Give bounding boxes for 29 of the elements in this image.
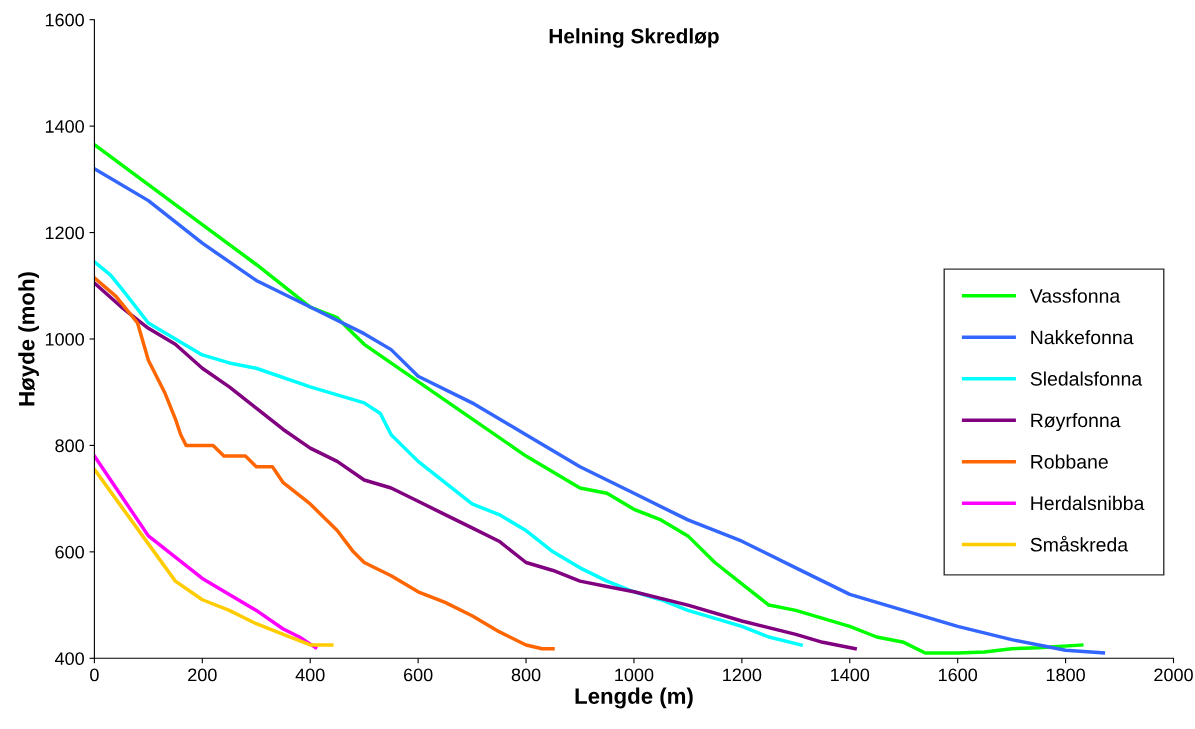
x-tick-label: 2000 (1154, 668, 1193, 682)
y-tick-label: 1200 (45, 226, 84, 240)
y-tick-label: 800 (55, 439, 84, 453)
x-tick-label: 1200 (723, 668, 762, 682)
x-tick-label: 200 (188, 668, 217, 682)
y-tick-label: 600 (55, 545, 84, 559)
legend-label: Sledalsfonna (1030, 371, 1143, 386)
legend-label: Småskreda (1030, 535, 1129, 552)
x-tick-label: 400 (295, 668, 325, 682)
x-tick-label: 800 (511, 668, 541, 682)
legend-label: Nakkefonna (1031, 330, 1134, 345)
x-tick-label: 1800 (1046, 668, 1085, 682)
x-axis-title: Lengde (m) (575, 687, 693, 709)
y-tick-label: 1600 (45, 13, 84, 27)
y-tick-label: 400 (54, 652, 84, 666)
chart-title: Helning Skredløp (549, 28, 719, 48)
line-series (94, 276, 555, 651)
x-tick-label: 0 (90, 668, 99, 682)
y-axis-title: Høyde (moh) (18, 272, 39, 406)
legend-label: Vassfonna (1029, 288, 1121, 303)
x-tick-label: 1000 (615, 668, 654, 682)
x-tick-label: 1400 (831, 668, 870, 682)
legend-label: Røyrfonna (1031, 412, 1121, 432)
x-tick-label: 1600 (938, 668, 978, 682)
y-tick-label: 1000 (45, 332, 84, 346)
legend-label: Robbane (1031, 454, 1108, 469)
legend-label: Herdalsnibba (1031, 495, 1145, 511)
y-tick-label: 1400 (45, 120, 84, 133)
x-tick-label: 600 (403, 668, 433, 682)
